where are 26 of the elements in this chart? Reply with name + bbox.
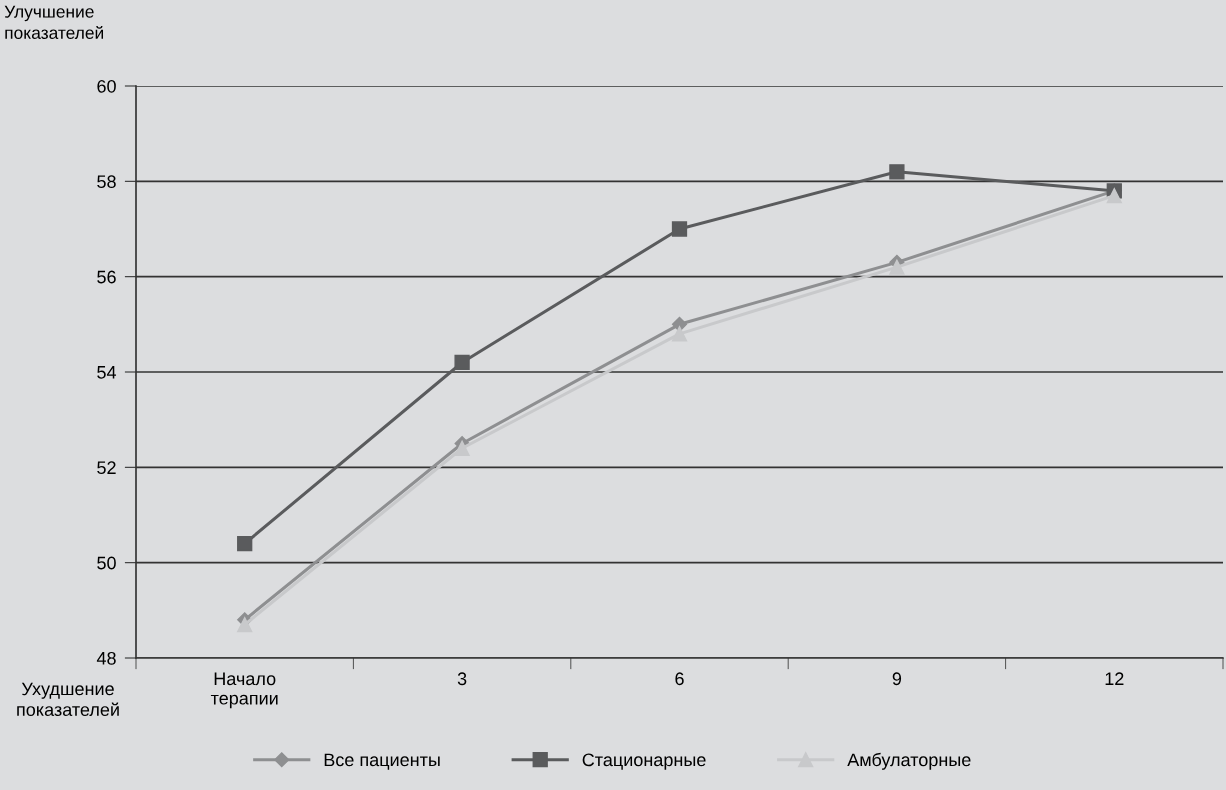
y-tick-label: 50 <box>97 556 116 570</box>
x-tick-label: 6 <box>675 672 684 686</box>
point <box>671 326 688 342</box>
y-tick-label: 52 <box>97 461 116 475</box>
y-tick-label: 58 <box>97 175 116 189</box>
y-tick-label: 54 <box>97 366 117 379</box>
point <box>237 616 253 633</box>
point <box>1106 187 1122 204</box>
legend-label: Все пациенты <box>324 753 440 770</box>
legend-label: Амбулаторные <box>847 752 971 770</box>
point <box>454 440 470 456</box>
y-axis-title: Улучшение показателей <box>4 5 104 39</box>
point <box>237 535 253 552</box>
text: Ухудшение показателей <box>17 682 119 717</box>
point <box>671 221 688 237</box>
point <box>889 164 905 180</box>
point <box>889 259 905 275</box>
x-tick-label: 9 <box>892 672 902 686</box>
x-tick-label: 3 <box>457 672 467 686</box>
y-tick-label: 56 <box>97 270 116 284</box>
y-tick-label: 60 <box>97 79 116 93</box>
y-tick-label: 48 <box>96 651 116 665</box>
point <box>454 354 470 371</box>
x-tick-label: 12 <box>1105 672 1124 685</box>
legend-label: Стационарные <box>582 753 706 770</box>
x-tick-label: Начало терапии <box>210 672 278 709</box>
